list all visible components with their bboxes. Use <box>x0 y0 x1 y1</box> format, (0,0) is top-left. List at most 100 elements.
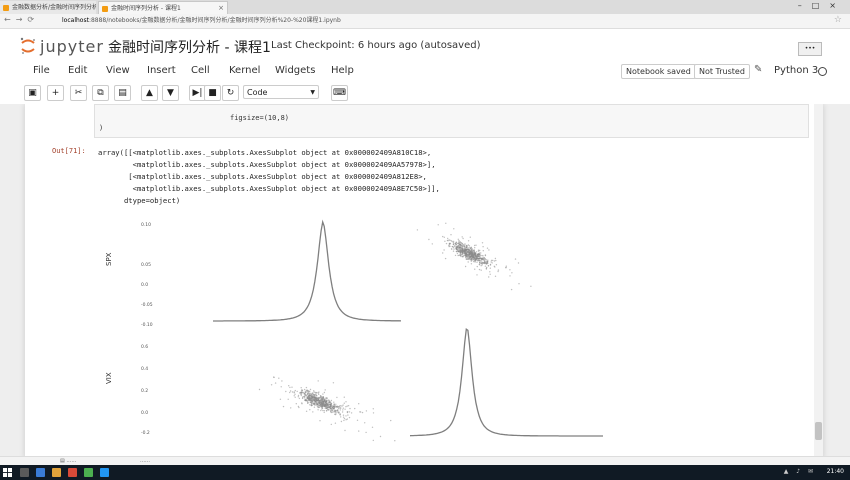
download-item[interactable]: ▤ …… <box>60 458 77 464</box>
scatter-point <box>309 404 311 406</box>
scatter-point <box>454 242 457 245</box>
scatter-point <box>449 245 451 247</box>
scatter-point <box>463 245 465 247</box>
scatter-point <box>457 254 459 257</box>
nav-buttons-icon[interactable]: ←→⟳ <box>4 15 40 24</box>
browser-tab-1[interactable]: 金融数据分析/金融时间序列分析 <box>0 1 96 14</box>
copy-icon[interactable]: ⧉ <box>92 85 109 101</box>
scatter-point <box>442 235 444 238</box>
scatter-point <box>328 406 330 409</box>
taskview-icon[interactable] <box>36 468 45 477</box>
scatter-point <box>456 252 459 255</box>
scatter-point <box>489 271 491 273</box>
menu-file[interactable]: File <box>33 65 50 76</box>
menu-view[interactable]: View <box>106 65 130 76</box>
scatter-point <box>470 257 473 260</box>
paste-icon[interactable]: ▤ <box>114 85 131 101</box>
command-palette-icon[interactable]: ⌨ <box>331 85 348 101</box>
scatter-point <box>319 395 322 397</box>
cut-icon[interactable]: ✂ <box>70 85 87 101</box>
menu-kernel[interactable]: Kernel <box>229 65 261 76</box>
not-trusted-button[interactable]: Not Trusted <box>694 64 750 79</box>
menu-widgets[interactable]: Widgets <box>275 65 316 76</box>
scatter-point <box>310 392 312 395</box>
bookmark-star-icon[interactable]: ☆ <box>833 15 842 25</box>
window-controls[interactable]: –□× <box>797 1 846 10</box>
code-cell[interactable]: ✂ ⧉ ⧉ ⚙ figsize=(10,8) ) <box>94 104 809 138</box>
scatter-point <box>468 252 470 254</box>
insert-cell-icon[interactable]: + <box>47 85 64 101</box>
scatter-point <box>444 240 446 242</box>
scatter-point <box>307 397 309 399</box>
file-explorer-icon[interactable] <box>52 468 61 477</box>
menu-edit[interactable]: Edit <box>68 65 88 76</box>
vix-tick: -0.2 <box>141 430 150 436</box>
notebook-title[interactable]: 金融时间序列分析 - 课程1 <box>108 40 271 56</box>
scatter-point <box>458 241 460 243</box>
logout-button[interactable]: ••• <box>798 42 822 56</box>
scatter-point <box>319 402 321 404</box>
menu-insert[interactable]: Insert <box>147 65 176 76</box>
scatter-point <box>484 265 487 267</box>
scatter-point <box>345 415 347 417</box>
scatter-point <box>317 380 319 382</box>
scatter-point <box>462 244 465 246</box>
scatter-point <box>505 267 507 269</box>
scatter-point <box>460 245 462 247</box>
scatter-point <box>307 395 310 398</box>
download-bar: ▤ …… …… <box>0 456 850 466</box>
scatter-point <box>317 402 319 404</box>
scatter-point <box>320 405 322 407</box>
scrollbar[interactable] <box>814 104 823 459</box>
scatter-point <box>330 404 332 406</box>
scatter-point <box>477 258 480 260</box>
system-tray-icon[interactable]: ▲ ♪ ✉ <box>783 468 816 475</box>
scatter-point <box>300 394 302 397</box>
save-icon[interactable]: ▣ <box>24 85 41 101</box>
url-field[interactable]: localhost:8888/notebooks/金融数据分析/金融时间序列分析… <box>62 16 762 26</box>
kernel-name[interactable]: Python 3 <box>774 65 819 76</box>
scatter-point <box>469 257 471 259</box>
scatter-point <box>494 275 497 277</box>
scatter-point <box>469 246 471 249</box>
scatter-point <box>331 411 333 414</box>
scatter-point <box>305 390 307 392</box>
scatter-point <box>342 416 345 418</box>
app-icon[interactable] <box>68 468 77 477</box>
menu-help[interactable]: Help <box>331 65 354 76</box>
edit-pencil-icon[interactable]: ✎ <box>754 64 763 75</box>
scatter-point <box>456 247 458 250</box>
scrollbar-thumb[interactable] <box>815 422 822 440</box>
scatter-point <box>464 248 467 250</box>
browser-tab-2[interactable]: 金融时间序列分析 - 课程1 × <box>98 1 228 14</box>
search-icon[interactable] <box>20 468 29 477</box>
scatter-point <box>448 244 451 246</box>
windows-start-icon[interactable] <box>3 468 12 477</box>
menu-cell[interactable]: Cell <box>191 65 210 76</box>
close-tab-icon[interactable]: × <box>218 4 224 12</box>
scatter-point <box>468 258 470 261</box>
scatter-point <box>336 411 338 413</box>
stop-icon[interactable]: ■ <box>204 85 221 101</box>
scatter-point <box>497 270 499 273</box>
scatter-point <box>464 265 467 268</box>
move-down-icon[interactable]: ▼ <box>162 85 179 101</box>
move-up-icon[interactable]: ▲ <box>141 85 158 101</box>
cell-tool-icon[interactable]: ✂ ⧉ ⧉ ⚙ <box>513 104 542 106</box>
scatter-point <box>330 409 333 411</box>
scatter-point <box>489 267 491 269</box>
app-icon[interactable] <box>84 468 93 477</box>
scatter-point <box>445 222 447 224</box>
download-item[interactable]: …… <box>140 458 150 464</box>
scatter-point <box>323 410 325 412</box>
app-icon[interactable] <box>100 468 109 477</box>
kde-spx-line <box>213 219 402 322</box>
output-line: <matplotlib.axes._subplots.AxesSubplot o… <box>98 184 440 193</box>
jupyter-logo[interactable]: jupyter <box>20 35 103 57</box>
scatter-point <box>481 259 483 261</box>
scatter-point <box>311 402 313 405</box>
scatter-point <box>332 382 335 384</box>
cell-type-select[interactable]: Code ▼ <box>243 85 319 99</box>
scatter-point <box>285 390 287 393</box>
restart-icon[interactable]: ↻ <box>222 85 239 101</box>
